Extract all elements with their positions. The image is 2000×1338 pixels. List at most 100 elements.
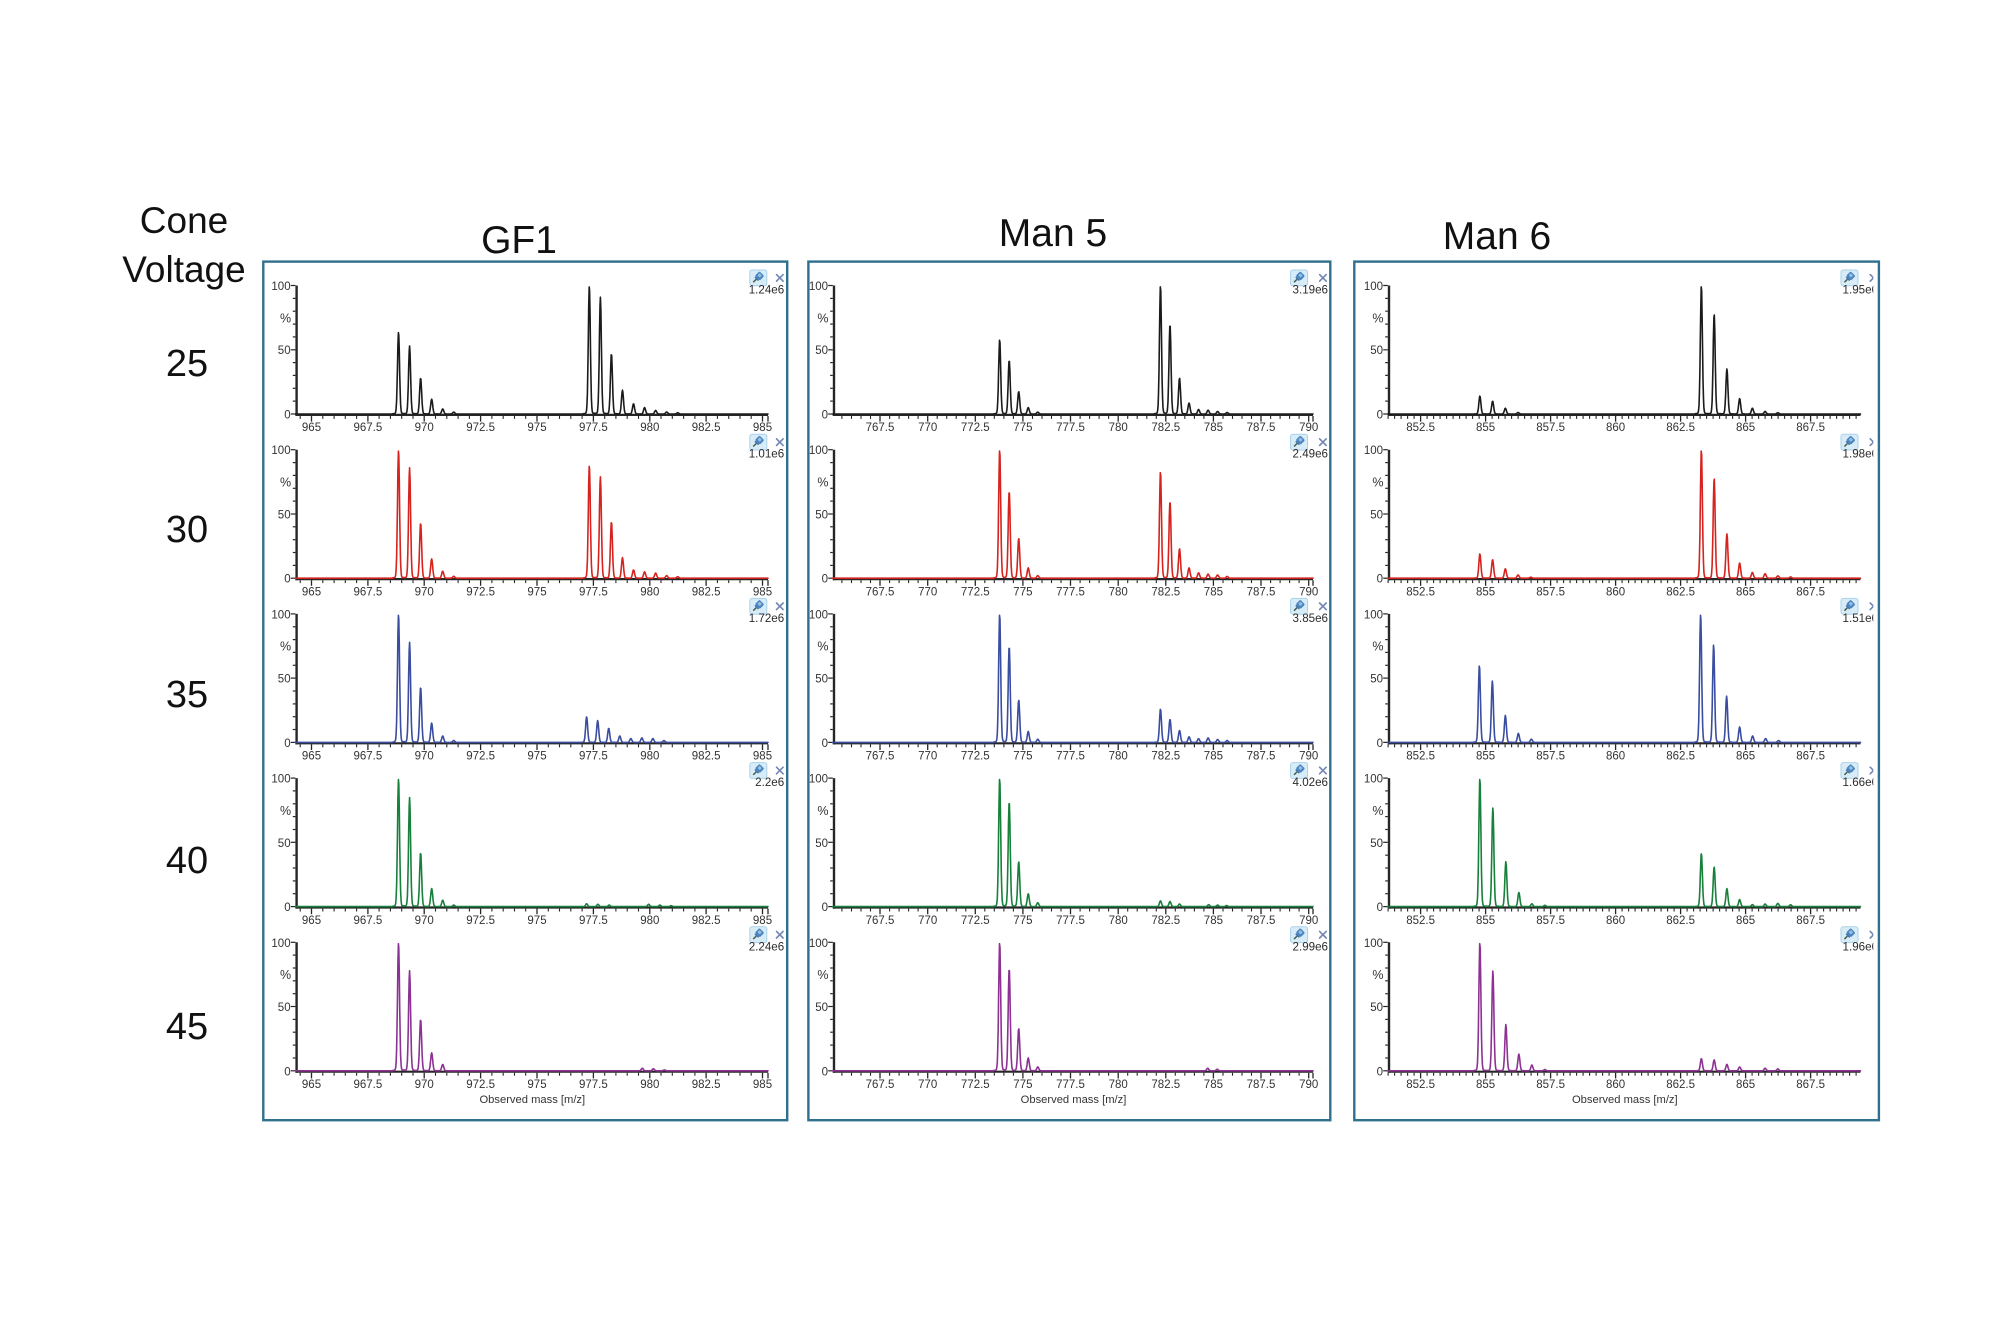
svg-text:862.5: 862.5 bbox=[1666, 1079, 1695, 1091]
svg-text:%: % bbox=[1372, 476, 1383, 490]
svg-text:857.5: 857.5 bbox=[1536, 751, 1565, 763]
svg-text:965: 965 bbox=[302, 1079, 321, 1091]
svg-text:785: 785 bbox=[1204, 586, 1223, 598]
svg-text:975: 975 bbox=[527, 751, 546, 763]
svg-text:0: 0 bbox=[1377, 902, 1383, 914]
svg-text:772.5: 772.5 bbox=[961, 751, 990, 763]
svg-text:0: 0 bbox=[1377, 738, 1383, 750]
svg-text:852.5: 852.5 bbox=[1406, 422, 1435, 434]
svg-text:Observed mass [m/z]: Observed mass [m/z] bbox=[479, 1094, 585, 1106]
svg-text:967.5: 967.5 bbox=[354, 422, 383, 434]
svg-text:%: % bbox=[1372, 804, 1383, 818]
svg-text:980: 980 bbox=[640, 915, 659, 927]
svg-text:865: 865 bbox=[1736, 586, 1755, 598]
svg-text:0: 0 bbox=[1377, 1066, 1383, 1078]
svg-text:772.5: 772.5 bbox=[961, 586, 990, 598]
svg-text:780: 780 bbox=[1109, 422, 1128, 434]
svg-text:50: 50 bbox=[278, 510, 291, 522]
svg-text:0: 0 bbox=[822, 738, 828, 750]
svg-text:50: 50 bbox=[278, 674, 291, 686]
svg-text:%: % bbox=[817, 804, 828, 818]
svg-text:777.5: 777.5 bbox=[1056, 422, 1085, 434]
svg-text:GF1: GF1 bbox=[481, 219, 557, 262]
svg-text:787.5: 787.5 bbox=[1247, 751, 1276, 763]
svg-text:787.5: 787.5 bbox=[1247, 586, 1276, 598]
svg-text:972.5: 972.5 bbox=[466, 1079, 495, 1091]
svg-text:975: 975 bbox=[527, 915, 546, 927]
svg-text:985: 985 bbox=[753, 1079, 772, 1091]
svg-text:790: 790 bbox=[1299, 1079, 1318, 1091]
svg-text:3.19e6: 3.19e6 bbox=[1293, 284, 1328, 297]
svg-text:790: 790 bbox=[1299, 422, 1318, 434]
svg-text:865: 865 bbox=[1736, 915, 1755, 927]
svg-text:777.5: 777.5 bbox=[1056, 751, 1085, 763]
svg-text:782.5: 782.5 bbox=[1151, 422, 1180, 434]
svg-text:857.5: 857.5 bbox=[1536, 422, 1565, 434]
svg-text:50: 50 bbox=[815, 674, 828, 686]
svg-text:1.66e6: 1.66e6 bbox=[1843, 776, 1878, 789]
svg-text:855: 855 bbox=[1476, 751, 1495, 763]
svg-text:3.85e6: 3.85e6 bbox=[1293, 612, 1328, 625]
svg-text:982.5: 982.5 bbox=[692, 1079, 721, 1091]
svg-text:0: 0 bbox=[284, 574, 290, 586]
svg-text:2.99e6: 2.99e6 bbox=[1293, 940, 1328, 953]
svg-text:862.5: 862.5 bbox=[1666, 915, 1695, 927]
svg-text:790: 790 bbox=[1299, 915, 1318, 927]
svg-text:30: 30 bbox=[166, 509, 208, 551]
svg-text:965: 965 bbox=[302, 915, 321, 927]
svg-text:862.5: 862.5 bbox=[1666, 586, 1695, 598]
svg-text:1.98e6: 1.98e6 bbox=[1843, 448, 1878, 461]
svg-text:860: 860 bbox=[1606, 915, 1625, 927]
svg-text:45: 45 bbox=[166, 1006, 208, 1048]
svg-text:857.5: 857.5 bbox=[1536, 586, 1565, 598]
svg-text:775: 775 bbox=[1013, 1079, 1032, 1091]
svg-text:%: % bbox=[817, 640, 828, 654]
svg-text:852.5: 852.5 bbox=[1406, 751, 1435, 763]
svg-text:982.5: 982.5 bbox=[692, 586, 721, 598]
svg-text:775: 775 bbox=[1013, 751, 1032, 763]
svg-text:967.5: 967.5 bbox=[354, 1079, 383, 1091]
svg-text:972.5: 972.5 bbox=[466, 751, 495, 763]
svg-text:Man 5: Man 5 bbox=[999, 212, 1107, 255]
svg-text:100: 100 bbox=[1364, 938, 1383, 950]
svg-text:100: 100 bbox=[271, 609, 290, 621]
svg-text:0: 0 bbox=[1377, 574, 1383, 586]
svg-text:770: 770 bbox=[918, 915, 937, 927]
svg-text:855: 855 bbox=[1476, 422, 1495, 434]
svg-text:%: % bbox=[280, 968, 291, 982]
svg-text:977.5: 977.5 bbox=[579, 586, 608, 598]
svg-text:985: 985 bbox=[753, 751, 772, 763]
svg-text:770: 770 bbox=[918, 586, 937, 598]
svg-text:Cone: Cone bbox=[140, 200, 228, 241]
svg-text:%: % bbox=[1372, 640, 1383, 654]
svg-text:865: 865 bbox=[1736, 422, 1755, 434]
svg-text:770: 770 bbox=[918, 422, 937, 434]
svg-text:Observed mass [m/z]: Observed mass [m/z] bbox=[1021, 1094, 1127, 1106]
svg-text:782.5: 782.5 bbox=[1151, 751, 1180, 763]
svg-text:972.5: 972.5 bbox=[466, 422, 495, 434]
svg-text:780: 780 bbox=[1109, 586, 1128, 598]
svg-text:785: 785 bbox=[1204, 751, 1223, 763]
svg-text:965: 965 bbox=[302, 751, 321, 763]
svg-text:%: % bbox=[280, 640, 291, 654]
svg-text:772.5: 772.5 bbox=[961, 422, 990, 434]
svg-text:985: 985 bbox=[753, 586, 772, 598]
svg-text:35: 35 bbox=[166, 674, 208, 716]
svg-text:977.5: 977.5 bbox=[579, 751, 608, 763]
svg-text:Voltage: Voltage bbox=[122, 249, 245, 290]
svg-text:100: 100 bbox=[809, 938, 828, 950]
svg-text:790: 790 bbox=[1299, 751, 1318, 763]
svg-text:100: 100 bbox=[809, 609, 828, 621]
svg-text:0: 0 bbox=[284, 902, 290, 914]
svg-text:787.5: 787.5 bbox=[1247, 422, 1276, 434]
svg-text:100: 100 bbox=[271, 938, 290, 950]
svg-text:860: 860 bbox=[1606, 586, 1625, 598]
svg-text:0: 0 bbox=[284, 410, 290, 422]
svg-text:790: 790 bbox=[1299, 586, 1318, 598]
svg-text:775: 775 bbox=[1013, 422, 1032, 434]
svg-text:980: 980 bbox=[640, 1079, 659, 1091]
svg-text:100: 100 bbox=[271, 281, 290, 293]
svg-text:985: 985 bbox=[753, 915, 772, 927]
svg-text:100: 100 bbox=[271, 774, 290, 786]
svg-text:0: 0 bbox=[284, 738, 290, 750]
